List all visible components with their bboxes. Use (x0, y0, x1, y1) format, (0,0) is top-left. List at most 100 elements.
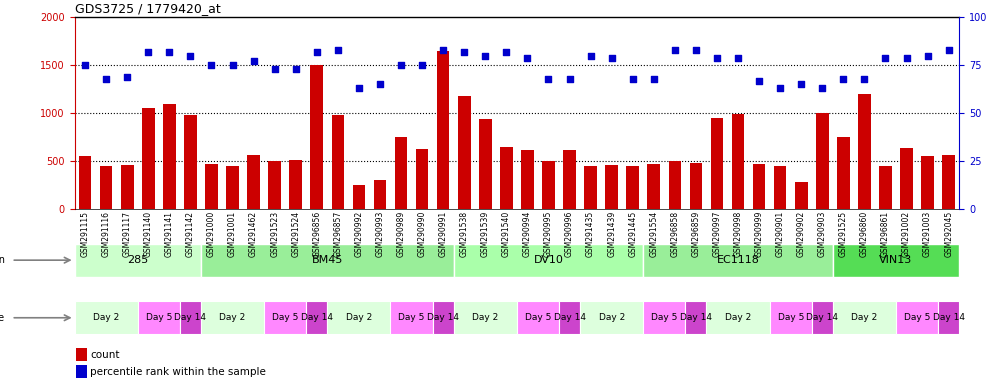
Text: GSM290997: GSM290997 (713, 211, 722, 257)
Bar (901, 148, 912, 209)
Text: GSM290902: GSM290902 (797, 211, 806, 257)
Bar (201, 301, 264, 334)
Point (140, 49, 156, 55)
Bar (711, 118, 724, 209)
Bar (833, 301, 896, 334)
Bar (436, 51, 449, 209)
Text: Day 5: Day 5 (777, 313, 804, 322)
Text: Day 2: Day 2 (598, 313, 625, 322)
Text: GSM291523: GSM291523 (270, 211, 279, 257)
Point (351, 85, 367, 91)
Bar (453, 301, 517, 334)
Bar (816, 113, 829, 209)
Bar (395, 137, 408, 209)
Text: Day 5: Day 5 (399, 313, 424, 322)
Text: GSM291000: GSM291000 (207, 211, 216, 257)
Bar (626, 166, 639, 209)
Point (878, 55, 894, 61)
Bar (647, 164, 660, 209)
Text: Day 14: Day 14 (680, 313, 712, 322)
Bar (795, 182, 807, 209)
Bar (184, 115, 197, 209)
Text: DV10: DV10 (534, 255, 564, 265)
Bar (643, 301, 686, 334)
Bar (306, 301, 327, 334)
Bar (227, 166, 239, 209)
Text: Day 14: Day 14 (806, 313, 838, 322)
Text: count: count (90, 349, 120, 359)
Text: Day 2: Day 2 (346, 313, 372, 322)
Bar (142, 109, 155, 209)
Bar (432, 301, 453, 334)
Point (709, 55, 725, 61)
Bar (605, 165, 618, 209)
Bar (521, 150, 534, 209)
Point (857, 76, 873, 82)
Text: GSM291524: GSM291524 (291, 211, 300, 257)
Bar (837, 137, 850, 209)
Point (582, 53, 598, 59)
Text: GSM291462: GSM291462 (249, 211, 258, 257)
Text: GDS3725 / 1779420_at: GDS3725 / 1779420_at (75, 2, 221, 15)
Text: Day 14: Day 14 (174, 313, 207, 322)
Bar (669, 161, 681, 209)
Point (246, 58, 261, 65)
Text: GSM290996: GSM290996 (565, 211, 575, 257)
Point (731, 55, 746, 61)
Text: GSM296856: GSM296856 (312, 211, 321, 257)
Point (603, 55, 619, 61)
Bar (121, 165, 133, 209)
Bar (769, 301, 812, 334)
Text: time: time (0, 313, 5, 323)
Text: EC1118: EC1118 (717, 255, 759, 265)
Point (751, 78, 767, 84)
Point (225, 62, 241, 68)
Point (456, 49, 472, 55)
Text: GSM291001: GSM291001 (228, 211, 237, 257)
Bar (353, 185, 365, 209)
Point (646, 76, 662, 82)
Point (161, 49, 177, 55)
Text: GSM290990: GSM290990 (417, 211, 426, 257)
Point (667, 47, 683, 53)
Point (625, 76, 641, 82)
Bar (707, 301, 769, 334)
Text: GSM291540: GSM291540 (502, 211, 511, 257)
Text: Day 14: Day 14 (554, 313, 585, 322)
Text: GSM296858: GSM296858 (670, 211, 679, 257)
Bar (248, 155, 259, 209)
Point (835, 76, 851, 82)
Text: GSM296857: GSM296857 (333, 211, 342, 257)
Text: Day 5: Day 5 (904, 313, 930, 322)
Text: GSM290991: GSM290991 (438, 211, 447, 257)
Point (688, 47, 704, 53)
Bar (752, 164, 765, 209)
Bar (584, 166, 597, 209)
Text: GSM291003: GSM291003 (923, 211, 932, 257)
Text: Day 14: Day 14 (932, 313, 965, 322)
Point (288, 66, 304, 72)
Bar (938, 301, 959, 334)
Text: GSM291140: GSM291140 (144, 211, 153, 257)
Bar (138, 301, 180, 334)
Bar (77, 348, 86, 361)
Bar (163, 104, 176, 209)
Text: GSM290995: GSM290995 (544, 211, 553, 257)
Text: GSM290903: GSM290903 (818, 211, 827, 257)
Text: GSM291002: GSM291002 (902, 211, 911, 257)
Bar (942, 155, 955, 209)
Text: GSM291117: GSM291117 (122, 211, 132, 257)
Point (98, 76, 114, 82)
Text: Day 2: Day 2 (220, 313, 246, 322)
Text: GSM291554: GSM291554 (649, 211, 658, 257)
Bar (264, 301, 306, 334)
Text: GSM291539: GSM291539 (481, 211, 490, 257)
Text: Day 2: Day 2 (472, 313, 498, 322)
Bar (500, 147, 513, 209)
Point (772, 85, 788, 91)
Text: GSM291435: GSM291435 (586, 211, 595, 257)
Text: Day 5: Day 5 (145, 313, 172, 322)
Bar (77, 365, 86, 379)
Text: GSM291115: GSM291115 (81, 211, 89, 257)
Bar (732, 114, 745, 209)
